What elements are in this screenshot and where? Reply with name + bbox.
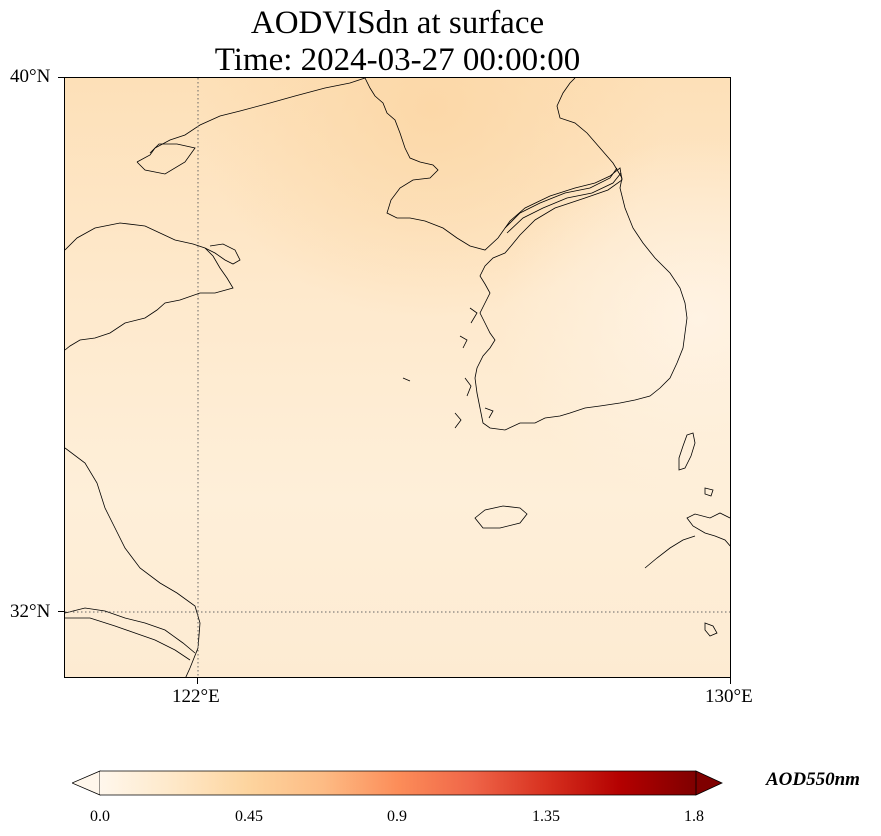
coastline-yangtze [65,607,196,661]
coastline-north-korea-west [474,245,512,379]
colorbar-tick-0: 0.0 [90,808,110,825]
coastlines [65,78,730,677]
lat-tick-32 [58,611,64,612]
lon-label-130: 130°E [705,686,753,707]
dmz-border [504,167,622,234]
colorbar-tick-2: 0.9 [387,808,407,825]
lon-tick-122 [197,678,198,684]
map-svg [65,78,730,677]
colorbar-tick-3: 1.35 [532,808,560,825]
colorbar-label: AOD550nm [766,769,860,790]
colorbar [72,770,723,796]
lat-tick-40 [58,77,64,78]
colorbar-extend-min [72,770,101,796]
lon-label-122: 122°E [172,686,220,707]
lat-label-40: 40°N [10,66,51,87]
coastline-shandong [65,247,234,351]
coastline-jeju [474,505,528,529]
coastline-jiangsu [65,447,201,677]
coastline-tsushima [678,432,696,471]
coastline-kyushu [644,512,730,637]
map-title: AODVISdn at surface [250,5,545,41]
colorbar-extend-max [695,770,723,796]
bohai-west-shore [136,143,196,175]
colorbar-gradient [100,771,696,795]
lon-tick-130 [730,678,731,684]
map-plot-area [64,77,731,678]
colorbar-tick-4: 1.8 [684,808,704,825]
coastline-shandong-north [65,222,241,265]
coastline-islands [402,307,714,497]
aod-field-low-patch [65,78,730,677]
coastline-north-korea-east [556,78,623,179]
colorbar-tick-1: 0.45 [235,808,263,825]
coastline-south-korea [474,177,688,431]
lat-label-32: 32°N [10,601,51,622]
map-time-subtitle: Time: 2024-03-27 00:00:00 [214,42,581,78]
